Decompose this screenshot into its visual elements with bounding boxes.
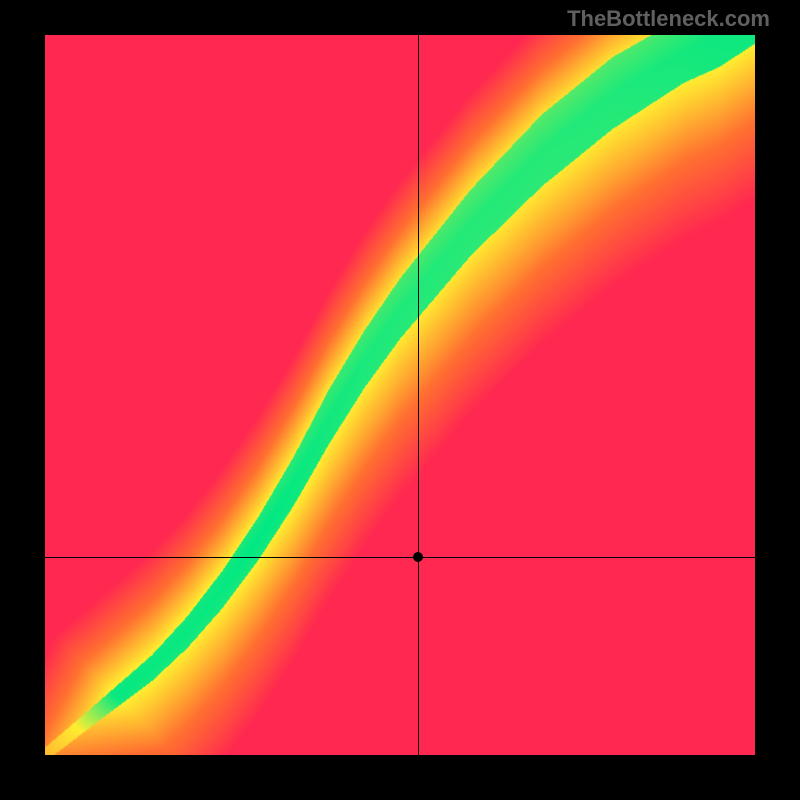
heatmap-canvas bbox=[45, 35, 755, 755]
watermark-text: TheBottleneck.com bbox=[567, 6, 770, 32]
crosshair-horizontal bbox=[45, 557, 755, 558]
heatmap-plot bbox=[45, 35, 755, 755]
data-point-marker bbox=[413, 552, 423, 562]
crosshair-vertical bbox=[418, 35, 419, 755]
